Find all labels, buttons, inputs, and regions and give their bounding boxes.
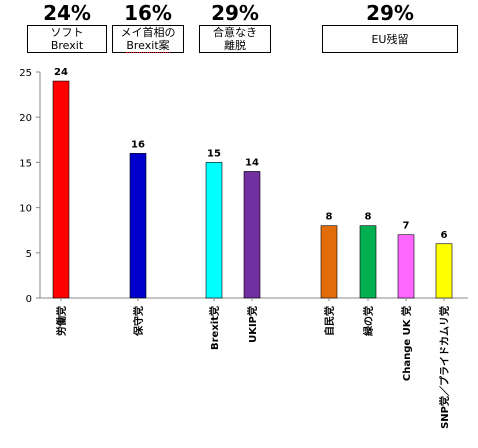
group-label-box: 合意なき 離脱	[199, 25, 271, 53]
group-label-line2: Brexit案	[126, 38, 170, 53]
group-percent: 29%	[366, 1, 414, 25]
group-header-1: 24% ソフト Brexit	[27, 2, 107, 53]
y-tick-label: 15	[19, 158, 32, 169]
group-label-line1: 合意なき	[213, 26, 257, 39]
y-tick-label: 10	[19, 204, 32, 215]
group-label-box: メイ首相の Brexit案	[112, 25, 184, 53]
bar-value-label: 14	[245, 157, 259, 168]
group-percent: 29%	[211, 1, 259, 25]
bar-value-label: 16	[131, 139, 145, 150]
y-tick-label: 5	[26, 249, 32, 260]
bar-value-label: 15	[207, 148, 221, 159]
bar-value-label: 8	[365, 212, 372, 223]
x-category-label: Change UK 党	[400, 306, 413, 381]
bar-3	[205, 162, 223, 299]
group-label-line1: EU残留	[371, 32, 409, 46]
bar-value-label: 6	[441, 230, 448, 241]
bar-2	[129, 153, 147, 299]
bar-value-label: 8	[326, 212, 333, 223]
group-label-line2: 離脱	[224, 39, 246, 52]
bar-4	[243, 171, 261, 299]
x-category-label: UKIP党	[246, 306, 259, 343]
x-category-label: 労働党	[55, 306, 68, 336]
group-header-4: 29% EU残留	[322, 2, 458, 53]
group-label-line1: メイ首相の	[120, 25, 176, 39]
bar-5	[320, 225, 338, 299]
group-percent: 16%	[124, 1, 172, 25]
bar-1	[52, 80, 70, 299]
x-category-label: SNP党／プライドカムリ党	[438, 306, 451, 429]
x-category-label: 保守党	[132, 306, 145, 337]
x-category-label: Brexit党	[208, 306, 221, 350]
group-label-box: EU残留	[322, 25, 458, 53]
bar-7	[397, 234, 415, 299]
y-tick-label: 20	[19, 113, 32, 124]
group-header-3: 29% 合意なき 離脱	[199, 2, 271, 53]
bar-value-label: 24	[54, 67, 68, 78]
x-category-label: 緑の党	[362, 306, 375, 336]
group-label-box: ソフト Brexit	[27, 25, 107, 53]
y-tick-label: 25	[19, 68, 32, 79]
bar-6	[359, 225, 377, 299]
bar-value-label: 7	[403, 221, 410, 232]
bar-8	[435, 243, 453, 299]
group-header-2: 16% メイ首相の Brexit案	[112, 2, 184, 53]
y-tick-label: 0	[26, 294, 32, 305]
group-label-line2: Brexit	[50, 39, 84, 52]
group-label-line1: ソフト	[50, 26, 84, 39]
x-category-label: 自民党	[323, 306, 336, 336]
group-percent: 24%	[43, 1, 91, 25]
